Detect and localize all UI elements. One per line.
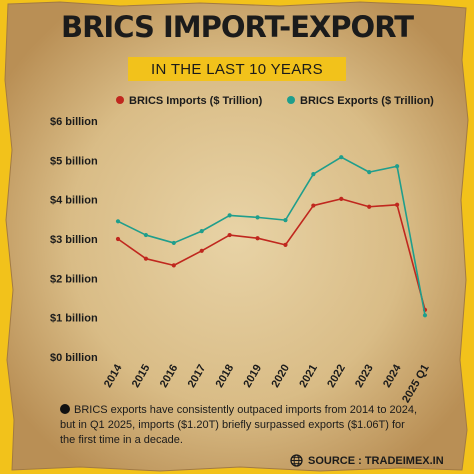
data-point bbox=[283, 218, 288, 223]
data-point bbox=[339, 155, 344, 160]
x-tick-label: 2025 Q1 bbox=[400, 363, 431, 406]
legend-entry: BRICS Exports ($ Trillion) bbox=[300, 95, 434, 107]
data-point bbox=[283, 242, 288, 247]
source-text: SOURCE : TRADEIMEX.IN bbox=[308, 454, 444, 467]
x-tick-label: 2018 bbox=[214, 363, 237, 390]
x-tick-label: 2016 bbox=[158, 363, 181, 390]
data-point bbox=[367, 170, 372, 175]
data-point bbox=[311, 172, 316, 177]
data-point bbox=[394, 202, 400, 207]
legend-entry: BRICS Imports ($ Trillion) bbox=[129, 95, 263, 107]
chart-legend: BRICS Imports ($ Trillion) BRICS Exports … bbox=[116, 95, 434, 107]
y-tick-label: $5 billion bbox=[50, 155, 98, 167]
chart-series bbox=[115, 155, 428, 318]
y-tick-label: $0 billion bbox=[50, 352, 98, 364]
data-point bbox=[227, 213, 232, 218]
subtitle-banner: IN THE LAST 10 YEARS bbox=[128, 57, 346, 81]
y-tick-label: $3 billion bbox=[50, 234, 98, 246]
data-point bbox=[394, 164, 400, 169]
data-point bbox=[143, 232, 149, 238]
x-tick-label: 2021 bbox=[297, 363, 320, 390]
x-tick-label: 2017 bbox=[186, 363, 209, 390]
data-point bbox=[311, 203, 316, 208]
note-text: BRICS exports have consistently outpaced… bbox=[60, 404, 418, 446]
data-point bbox=[115, 236, 121, 242]
data-point bbox=[171, 240, 176, 246]
x-tick-label: 2024 bbox=[381, 362, 404, 390]
data-point bbox=[339, 196, 344, 201]
data-point bbox=[367, 204, 372, 209]
x-tick-label: 2022 bbox=[325, 363, 348, 390]
subtitle: IN THE LAST 10 YEARS bbox=[151, 60, 323, 78]
x-axis: 2014 2015 2016 2017 2018 2019 2020 2021 2022 2023… bbox=[102, 362, 432, 405]
globe-icon bbox=[290, 454, 303, 467]
x-tick-label: 2023 bbox=[353, 363, 376, 390]
data-point bbox=[171, 263, 176, 268]
legend-marker bbox=[116, 96, 124, 104]
series-line-exports bbox=[117, 156, 426, 316]
x-tick-label: 2020 bbox=[269, 363, 292, 390]
x-tick-label: 2019 bbox=[242, 363, 265, 390]
y-axis: $0 billion $1 billion $2 billion $3 billion… bbox=[50, 116, 98, 364]
data-point bbox=[422, 313, 428, 318]
data-point bbox=[199, 248, 204, 253]
y-tick-label: $4 billion bbox=[50, 195, 98, 207]
legend-marker bbox=[287, 96, 295, 104]
bullet-icon bbox=[60, 404, 70, 414]
page-title: BRICS IMPORT-EXPORT bbox=[60, 10, 414, 44]
data-point bbox=[255, 236, 260, 241]
y-tick-label: $1 billion bbox=[50, 313, 98, 325]
data-point bbox=[227, 232, 232, 238]
y-tick-label: $6 billion bbox=[50, 116, 98, 128]
data-point bbox=[143, 256, 149, 261]
data-point bbox=[115, 219, 121, 224]
y-tick-label: $2 billion bbox=[50, 273, 98, 285]
x-tick-label: 2015 bbox=[130, 363, 153, 390]
series-line-imports bbox=[117, 198, 426, 311]
data-point bbox=[255, 215, 260, 220]
chart-note: BRICS exports have consistently outpaced… bbox=[60, 403, 420, 448]
data-point bbox=[199, 229, 204, 234]
source-credit: SOURCE : TRADEIMEX.IN bbox=[290, 454, 444, 467]
x-tick-label: 2014 bbox=[102, 362, 125, 390]
